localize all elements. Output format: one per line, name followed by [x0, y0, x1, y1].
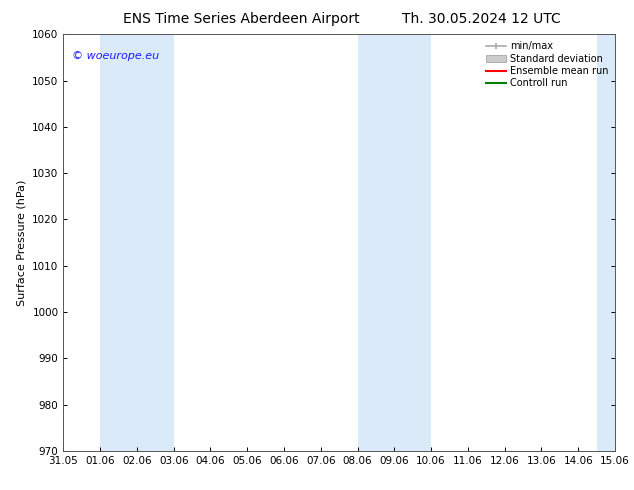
Legend: min/max, Standard deviation, Ensemble mean run, Controll run: min/max, Standard deviation, Ensemble me… [484, 39, 610, 90]
Bar [358, 34, 431, 451]
Bar [100, 34, 174, 451]
Y-axis label: Surface Pressure (hPa): Surface Pressure (hPa) [16, 179, 27, 306]
Bar [597, 34, 634, 451]
Text: Th. 30.05.2024 12 UTC: Th. 30.05.2024 12 UTC [403, 12, 561, 26]
Text: ENS Time Series Aberdeen Airport: ENS Time Series Aberdeen Airport [122, 12, 359, 26]
Text: © woeurope.eu: © woeurope.eu [72, 51, 158, 61]
